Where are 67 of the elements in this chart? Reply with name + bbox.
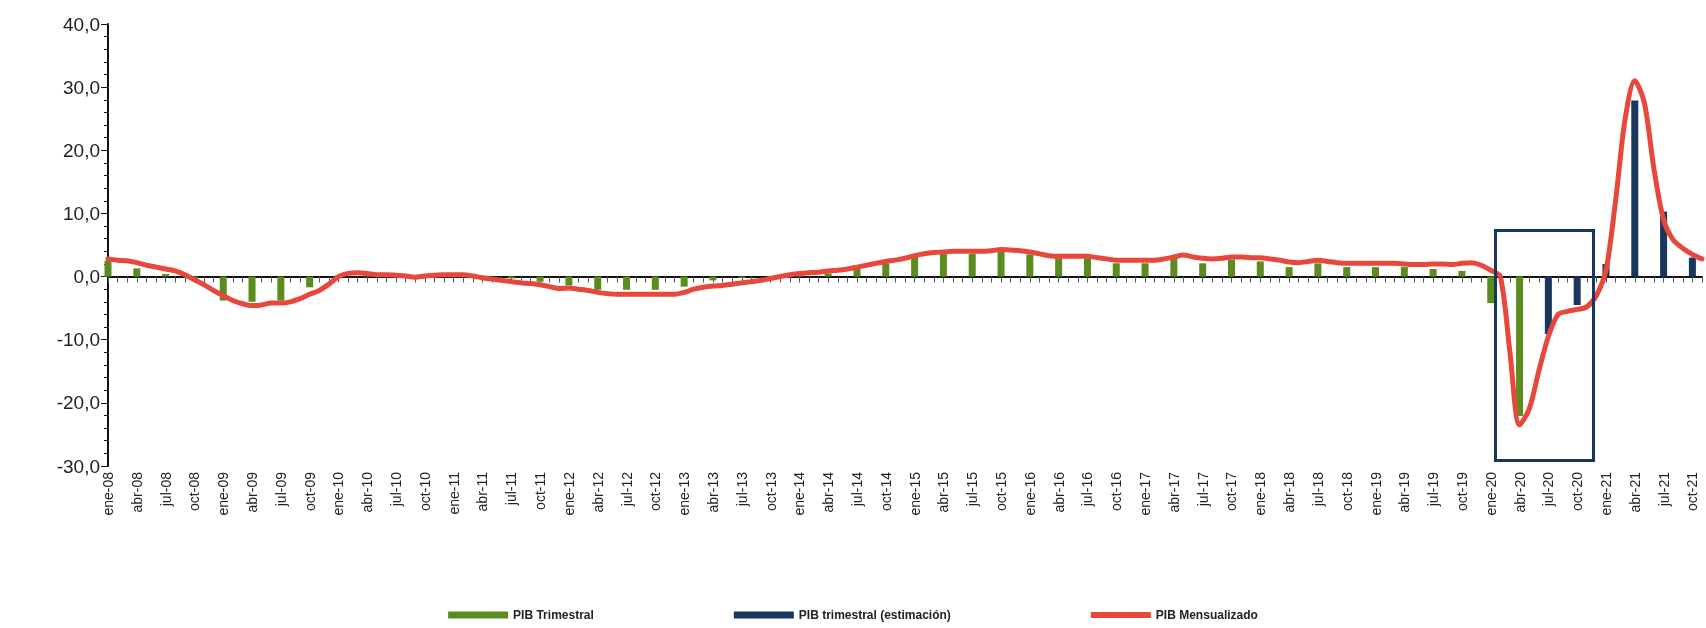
x-tick-label: ene-12	[560, 471, 577, 516]
x-tick-label: abr-14	[820, 471, 837, 513]
x-tick-label: jul-13	[733, 471, 750, 508]
x-tick-label: ene-20	[1482, 471, 1499, 516]
x-tick-label: oct-11	[532, 471, 549, 510]
y-tick-label: 20,0	[63, 139, 100, 161]
y-tick-label: -30,0	[56, 455, 100, 477]
x-tick-label: abr-10	[359, 471, 376, 513]
x-tick-label: abr-13	[704, 471, 721, 513]
y-tick-label: 0,0	[73, 266, 100, 288]
x-tick-label: abr-16	[1050, 471, 1067, 513]
x-tick-label: ene-13	[676, 471, 693, 516]
x-tick-label: ene-19	[1367, 471, 1384, 516]
x-tick-label: oct-20	[1569, 471, 1586, 511]
x-tick-label: jul-12	[618, 471, 635, 508]
x-tick-label: ene-17	[1137, 471, 1154, 516]
x-tick-label: abr-17	[1165, 471, 1182, 513]
x-tick-label: jul-15	[964, 471, 981, 508]
x-tick-label: jul-09	[272, 471, 289, 508]
y-tick-label: -10,0	[56, 329, 100, 351]
y-tick-label: 30,0	[63, 76, 100, 98]
x-tick-label: jul-19	[1425, 471, 1442, 508]
x-tick-label: ene-18	[1252, 471, 1269, 516]
x-tick-label: jul-18	[1309, 471, 1326, 508]
x-tick-label: abr-21	[1626, 471, 1643, 513]
x-tick-label: ene-14	[791, 471, 808, 516]
x-tick-label: abr-09	[244, 471, 261, 513]
x-tick-label: oct-10	[416, 471, 433, 511]
x-tick-label: abr-12	[589, 471, 606, 513]
x-tick-label: jul-17	[1194, 471, 1211, 508]
x-tick-label: abr-20	[1511, 471, 1528, 513]
x-tick-label: jul-10	[388, 471, 405, 508]
x-tick-label: oct-15	[993, 471, 1010, 511]
x-tick-label: ene-15	[906, 471, 923, 516]
y-tick-label: 40,0	[63, 13, 100, 35]
x-tick-label: oct-14	[877, 471, 894, 511]
x-tick-label: oct-16	[1108, 471, 1125, 511]
x-tick-label: abr-11	[474, 471, 491, 512]
y-tick-label: -20,0	[56, 392, 100, 414]
x-tick-label: oct-21	[1684, 471, 1701, 511]
x-tick-label: oct-18	[1338, 471, 1355, 511]
x-tick-label: jul-14	[848, 471, 865, 508]
x-tick-label: jul-11	[503, 471, 520, 507]
x-tick-label: oct-13	[762, 471, 779, 511]
x-tick-label: ene-09	[215, 471, 232, 516]
x-tick-label: oct-17	[1223, 471, 1240, 511]
y-tick-label: 10,0	[63, 202, 100, 224]
x-tick-label: jul-08	[157, 471, 174, 508]
x-tick-label: abr-19	[1396, 471, 1413, 513]
x-tick-label: ene-11	[445, 471, 462, 515]
x-tick-label: ene-16	[1021, 471, 1038, 516]
x-tick-label: oct-12	[647, 471, 664, 511]
x-tick-label: ene-08	[100, 471, 116, 516]
x-tick-label: oct-09	[301, 471, 318, 511]
x-tick-label: abr-18	[1281, 471, 1298, 513]
x-tick-label: oct-08	[186, 471, 203, 511]
x-tick-label: ene-21	[1597, 471, 1614, 516]
legend-label: PIB Trimestral	[513, 608, 594, 622]
x-tick-label: jul-21	[1655, 471, 1672, 508]
x-tick-label: abr-08	[128, 471, 145, 513]
legend-label: PIB Mensualizado	[1155, 608, 1258, 622]
x-tick-label: ene-10	[330, 471, 347, 516]
legend-label: PIB trimestral (estimación)	[798, 608, 951, 622]
x-tick-label: abr-15	[935, 471, 952, 513]
x-tick-label: jul-20	[1540, 471, 1557, 508]
x-tick-label: oct-19	[1453, 471, 1470, 511]
x-tick-label: jul-16	[1079, 471, 1096, 508]
